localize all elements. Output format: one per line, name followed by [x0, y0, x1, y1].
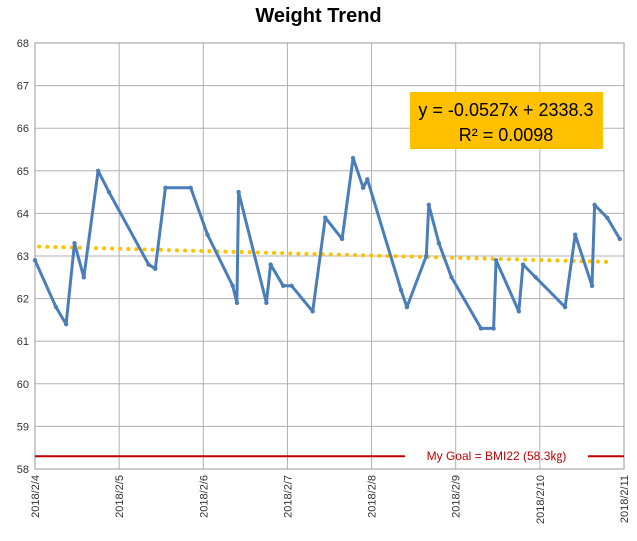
data-point	[153, 266, 158, 271]
data-point	[404, 304, 410, 310]
data-point	[478, 326, 484, 331]
data-point	[562, 304, 568, 310]
data-point	[350, 155, 356, 161]
data-point	[424, 253, 429, 259]
x-axis-ticks: 2018/2/4 2018/2/5 2018/2/6 2018/2/7 2018/2/8…	[30, 475, 631, 524]
data-point	[236, 189, 241, 195]
data-point	[188, 185, 193, 191]
data-point	[95, 168, 101, 173]
data-point	[436, 241, 442, 246]
data-point	[592, 202, 597, 208]
x-tick-label: 2018/2/9	[451, 475, 463, 518]
data-point	[106, 189, 112, 195]
y-tick-label: 62	[17, 294, 29, 306]
data-point	[310, 309, 315, 314]
data-point	[205, 232, 210, 237]
x-tick-label: 2018/2/11	[619, 475, 631, 523]
data-point	[289, 283, 294, 289]
data-point	[493, 258, 499, 263]
chart-title: Weight Trend	[255, 5, 382, 27]
x-tick-label: 2018/2/10	[535, 475, 547, 524]
data-point	[426, 202, 431, 208]
y-tick-label: 61	[17, 336, 29, 348]
data-point	[264, 300, 269, 306]
x-tick-label: 2018/2/8	[367, 475, 379, 518]
x-tick-label: 2018/2/7	[282, 475, 294, 518]
data-point	[53, 304, 59, 310]
trendline	[37, 244, 614, 264]
data-point	[32, 258, 38, 263]
plot-area-border	[34, 42, 625, 470]
data-point	[268, 262, 273, 267]
data-point	[365, 177, 370, 182]
trendline-group	[37, 244, 614, 264]
y-tick-label: 65	[17, 166, 29, 178]
data-point	[516, 309, 522, 314]
data-point	[72, 241, 77, 246]
y-axis-ticks: 58 59 60 61 62 63 64 65 66 67 68	[17, 38, 29, 476]
data-point	[339, 236, 345, 242]
data-point	[589, 283, 595, 289]
data-point	[533, 275, 538, 280]
data-point	[572, 232, 578, 237]
r-squared-text: R² = 0.0098	[459, 125, 554, 145]
trend-equation-box: y = -0.0527x + 2338.3 R² = 0.0098	[410, 92, 603, 149]
goal-line-group: My Goal = BMI22 (58.3㎏)	[35, 449, 624, 463]
data-point	[146, 262, 151, 267]
equation-text: y = -0.0527x + 2338.3	[418, 100, 593, 120]
x-tick-label: 2018/2/5	[114, 475, 126, 518]
data-point	[398, 287, 404, 293]
y-tick-label: 63	[17, 251, 29, 263]
y-tick-label: 59	[17, 421, 29, 433]
data-point	[81, 275, 87, 280]
data-point	[323, 215, 328, 220]
y-tick-label: 66	[17, 123, 29, 135]
data-point	[230, 283, 235, 289]
grid-lines	[34, 42, 625, 470]
data-point	[449, 275, 454, 280]
data-point	[63, 321, 69, 327]
y-tick-label: 67	[17, 81, 29, 93]
y-tick-label: 60	[17, 379, 29, 391]
x-tick-label: 2018/2/6	[198, 475, 210, 518]
data-point	[520, 262, 526, 267]
data-point	[281, 283, 286, 289]
data-point	[617, 236, 622, 242]
data-point	[491, 326, 496, 331]
data-point	[360, 185, 366, 191]
data-point	[604, 215, 610, 220]
data-point	[163, 185, 168, 191]
y-tick-label: 58	[17, 464, 29, 476]
x-tick-label: 2018/2/4	[30, 475, 42, 518]
data-point	[234, 300, 240, 306]
goal-label: My Goal = BMI22 (58.3㎏)	[427, 449, 567, 463]
y-tick-label: 68	[17, 38, 29, 50]
weight-series-line	[33, 156, 622, 330]
equation-background	[410, 92, 603, 149]
weight-series	[32, 155, 622, 331]
y-tick-label: 64	[17, 208, 29, 220]
